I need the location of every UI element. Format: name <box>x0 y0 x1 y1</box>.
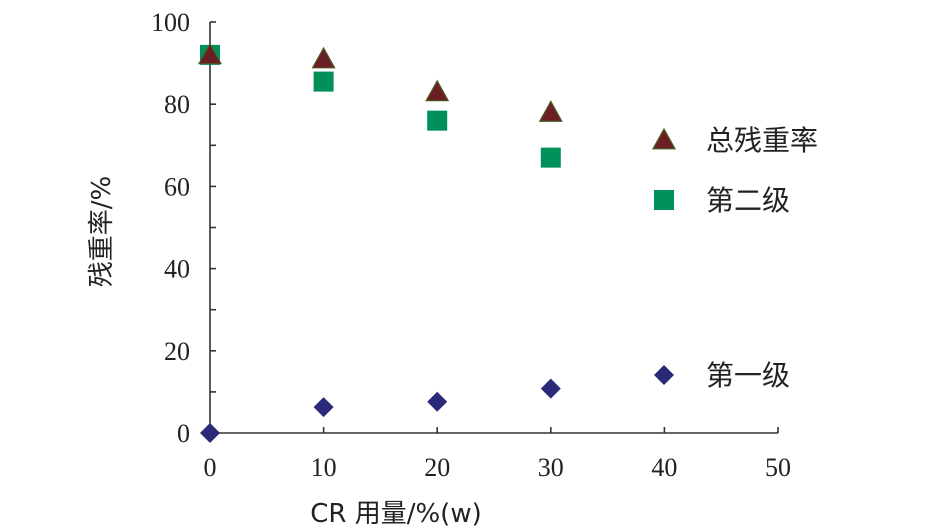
y-tick-label: 100 <box>151 8 190 37</box>
x-axis-title: CR 用量/%(w) <box>310 499 482 529</box>
data-point-diamond <box>427 391 448 412</box>
data-point-square <box>427 110 448 131</box>
legend-label: 总残重率 <box>706 124 818 157</box>
data-point-diamond <box>540 378 561 399</box>
data-point-diamond <box>200 423 220 443</box>
legend-marker-diamond <box>654 365 674 385</box>
data-point-square <box>313 71 334 92</box>
x-tick-label: 40 <box>651 453 677 482</box>
legend-marker-square <box>654 190 674 210</box>
data-point-diamond <box>313 397 334 418</box>
y-tick-label: 80 <box>164 90 190 119</box>
data-point-square <box>540 147 561 168</box>
y-tick-label: 20 <box>164 337 190 366</box>
data-point-triangle <box>425 79 450 102</box>
data-point-triangle <box>538 100 563 122</box>
x-tick-label: 20 <box>424 453 450 482</box>
x-tick-label: 10 <box>311 453 337 482</box>
y-tick-label: 40 <box>164 255 190 284</box>
y-tick-label: 0 <box>177 419 190 448</box>
data-marks <box>197 42 563 443</box>
axes <box>209 22 778 434</box>
legend-marker-triangle <box>651 127 677 150</box>
y-axis-title: 残重率/% <box>87 176 117 287</box>
x-tick-label: 30 <box>538 453 564 482</box>
data-point-triangle <box>197 42 223 65</box>
data-point-triangle <box>311 46 336 69</box>
legend-label: 第二级 <box>706 184 790 217</box>
y-tick-label: 60 <box>164 172 190 201</box>
x-tick-label: 0 <box>204 453 217 482</box>
ticks: 0 20 40 60 80 100 0 10 20 30 40 50 <box>151 8 791 482</box>
legend-label: 第一级 <box>706 359 790 392</box>
x-tick-label: 50 <box>765 453 791 482</box>
